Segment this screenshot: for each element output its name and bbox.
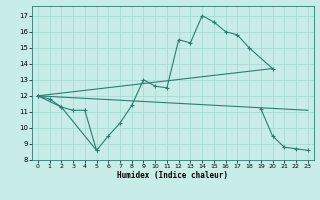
X-axis label: Humidex (Indice chaleur): Humidex (Indice chaleur): [117, 171, 228, 180]
